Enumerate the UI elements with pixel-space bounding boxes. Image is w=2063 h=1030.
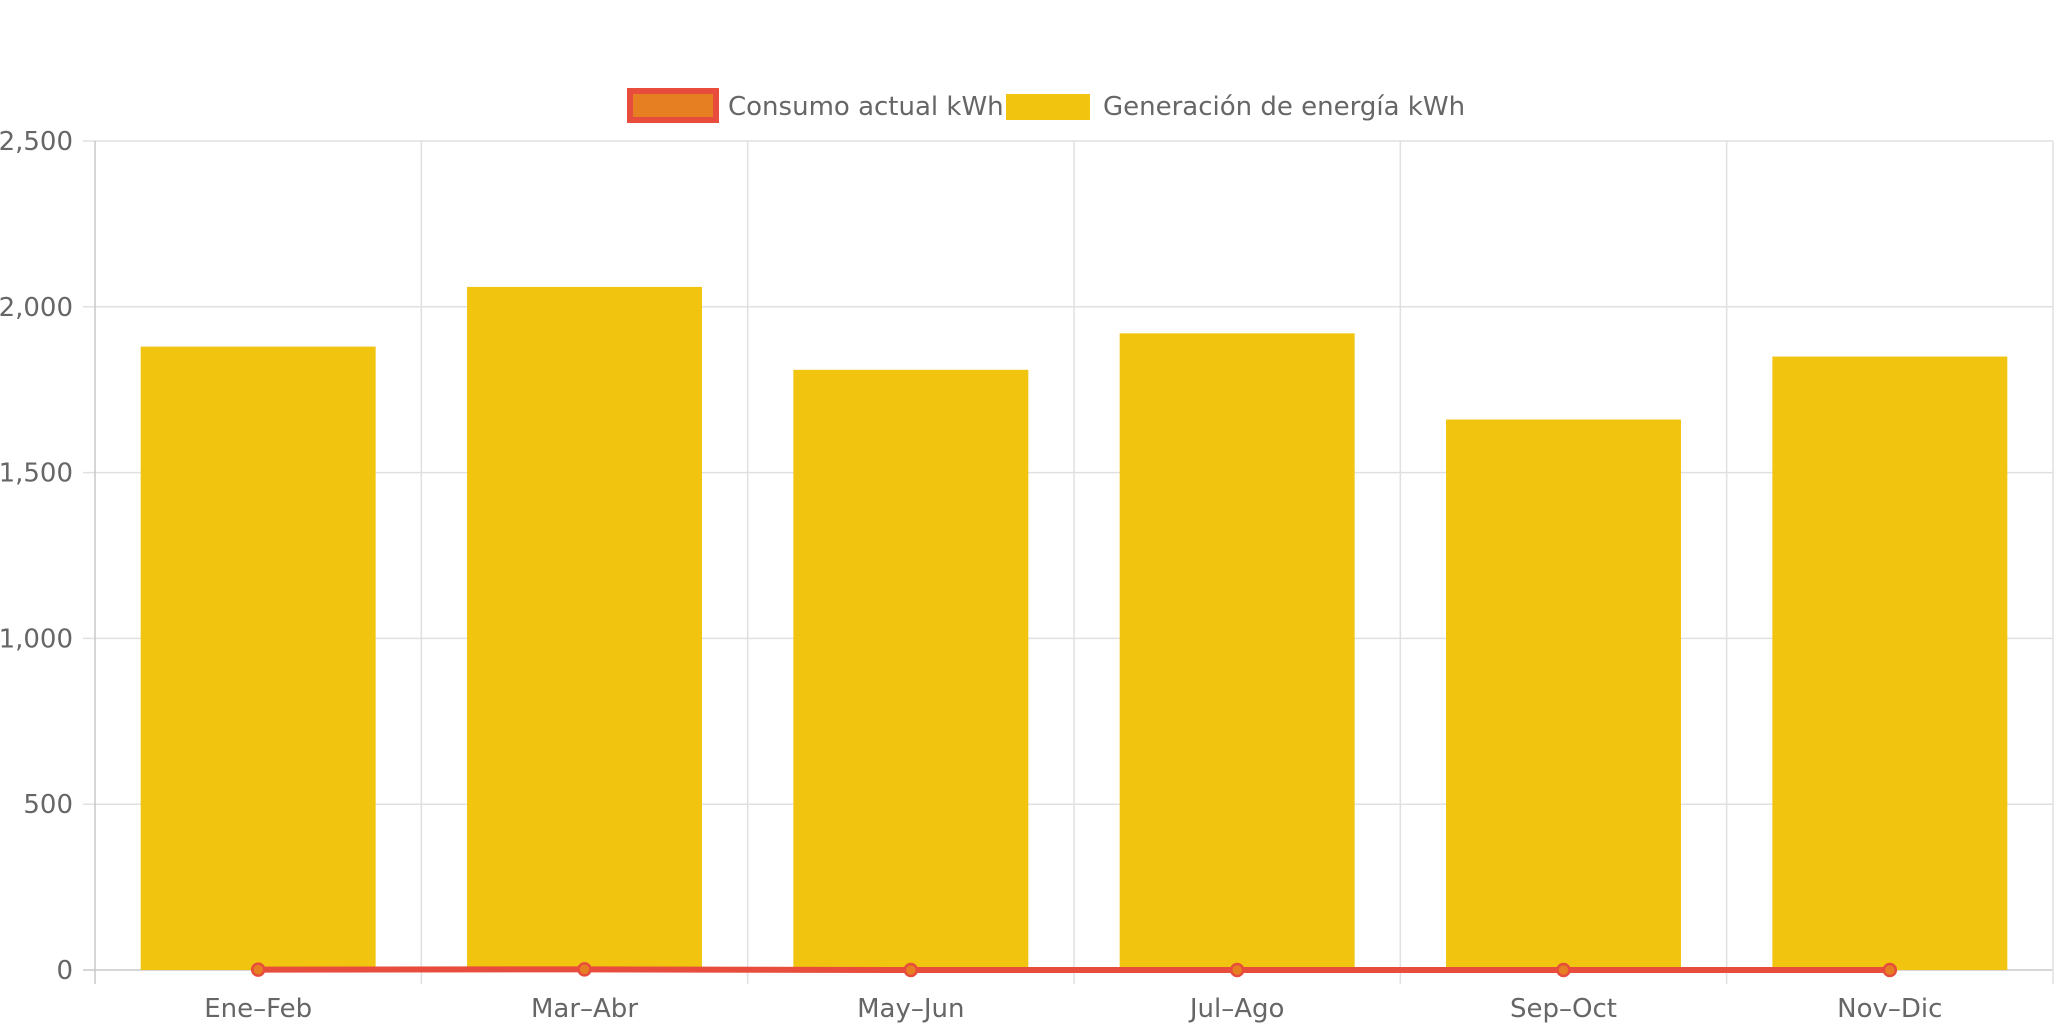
bar-0[interactable] [140,346,376,970]
x-tick-label: Ene–Feb [204,994,312,1024]
bar-5[interactable] [1772,356,2008,970]
point-0[interactable] [250,962,266,977]
grid [83,140,2054,984]
bar-2[interactable] [793,369,1029,971]
line-series-consumo [250,962,1898,978]
point-2[interactable] [903,962,919,978]
point-4[interactable] [1556,962,1571,978]
point-1[interactable] [577,962,592,977]
y-tick-label: 1,000 [0,624,73,654]
y-tick-label: 2,500 [0,127,73,157]
line-consumo [255,966,1893,973]
y-tick-label: 500 [23,790,73,820]
legend-item-generacion[interactable]: Generación de energía kWh [1006,92,1465,122]
legend: Consumo actual kWh Generación de energía… [627,88,1465,123]
legend-label-consumo: Consumo actual kWh [728,92,1004,122]
legend-swatch-consumo [627,88,719,123]
point-3[interactable] [1229,962,1245,978]
y-tick-label: 2,000 [0,293,73,323]
bar-3[interactable] [1119,333,1355,970]
x-tick-label: May–Jun [857,994,964,1024]
bar-4[interactable] [1446,419,1681,970]
x-tick-label: Jul–Ago [1188,994,1285,1024]
bar-1[interactable] [467,286,702,970]
y-tick-label: 1,500 [0,459,73,489]
legend-label-generacion: Generación de energía kWh [1103,92,1465,122]
y-tick-label: 0 [56,956,73,986]
x-tick-label: Sep–Oct [1510,994,1617,1024]
bar-series-generacion [140,286,2008,971]
axes: 0 500 1,000 1,500 2,000 2,500 Ene–Feb Mar–Abr Ma… [0,127,1942,1024]
legend-swatch-generacion [1006,94,1090,120]
point-5[interactable] [1882,962,1898,978]
x-tick-label: Nov–Dic [1837,994,1942,1024]
legend-item-consumo[interactable]: Consumo actual kWh [627,88,1004,123]
x-tick-label: Mar–Abr [531,994,638,1024]
